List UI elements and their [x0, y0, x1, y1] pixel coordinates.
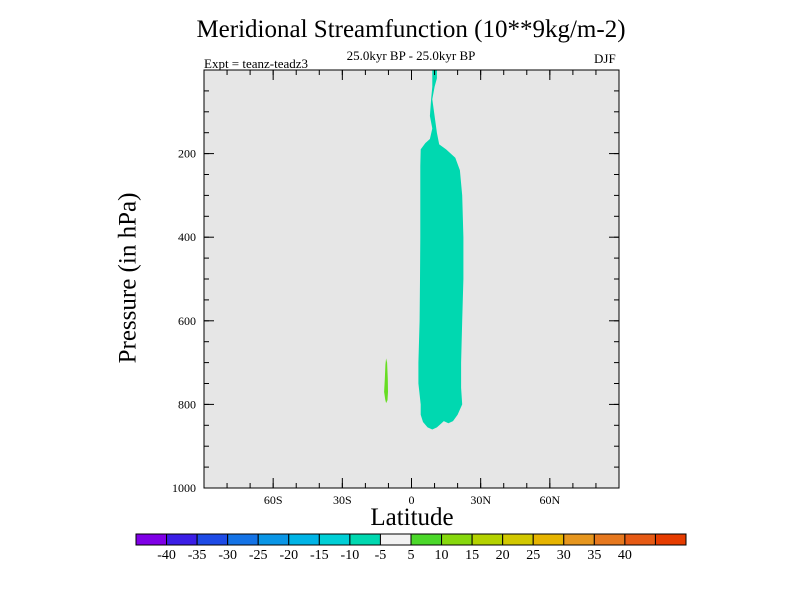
- chart-title: Meridional Streamfunction (10**9kg/m-2): [196, 16, 626, 43]
- colorbar-label: -10: [341, 548, 360, 563]
- colorbar-label: -30: [218, 548, 237, 563]
- plot-frame: [203, 69, 620, 489]
- colorbar-label: -35: [188, 548, 207, 563]
- chart-subtitle: 25.0kyr BP - 25.0kyr BP: [346, 48, 476, 63]
- colorbar-label: 25: [526, 548, 540, 563]
- contour-region-positive-cell: [418, 70, 464, 430]
- colorbar-label: 10: [435, 548, 449, 563]
- colorbar-swatch: [654, 533, 687, 546]
- colorbar-swatch: [135, 533, 168, 546]
- y-tick-label: 400: [178, 230, 196, 244]
- x-axis-label: Latitude: [370, 504, 454, 531]
- colorbar-swatch: [502, 533, 534, 546]
- colorbar-label: 5: [408, 548, 415, 563]
- colorbar-swatch: [349, 533, 381, 546]
- x-tick-label: 30S: [333, 493, 352, 507]
- x-tick-label: 60S: [264, 493, 283, 507]
- colorbar-label: -20: [279, 548, 298, 563]
- colorbar-label: -5: [375, 548, 387, 563]
- colorbar-label: 40: [618, 548, 632, 563]
- colorbar-swatch: [624, 533, 656, 546]
- colorbar-swatch: [379, 533, 412, 546]
- colorbar-swatch: [227, 533, 259, 546]
- x-tick-label: 30N: [470, 493, 491, 507]
- colorbar-swatch: [318, 533, 351, 546]
- colorbar-label: -25: [249, 548, 268, 563]
- colorbar-swatch: [257, 533, 290, 546]
- colorbar-swatch: [563, 533, 595, 546]
- y-tick-label: 200: [178, 147, 196, 161]
- colorbar-label: 30: [557, 548, 571, 563]
- colorbar-label: 15: [465, 548, 479, 563]
- y-tick-label: 800: [178, 397, 196, 411]
- y-tick-label: 1000: [172, 481, 196, 495]
- colorbar-swatch: [532, 533, 565, 546]
- colorbar-swatch: [441, 533, 473, 546]
- colorbar-swatch: [288, 533, 320, 546]
- colorbar-swatch: [166, 533, 198, 546]
- colorbar-swatch: [410, 533, 443, 546]
- plot-background: [204, 70, 619, 488]
- contour-region-weak-negative-cell: [384, 358, 388, 404]
- y-tick-label: 600: [178, 314, 196, 328]
- colorbar-swatch: [593, 533, 626, 546]
- experiment-label: Expt = teanz-teadz3: [204, 56, 309, 71]
- colorbar-label: 35: [587, 548, 601, 563]
- x-tick-label: 60N: [539, 493, 560, 507]
- colorbar-label: 20: [496, 548, 510, 563]
- colorbar-label: -15: [310, 548, 329, 563]
- colorbar-swatch: [196, 533, 229, 546]
- colorbar-swatch: [471, 533, 504, 546]
- x-tick-label: 0: [409, 493, 415, 507]
- season-label: DJF: [594, 51, 616, 66]
- colorbar-label: -40: [157, 548, 176, 563]
